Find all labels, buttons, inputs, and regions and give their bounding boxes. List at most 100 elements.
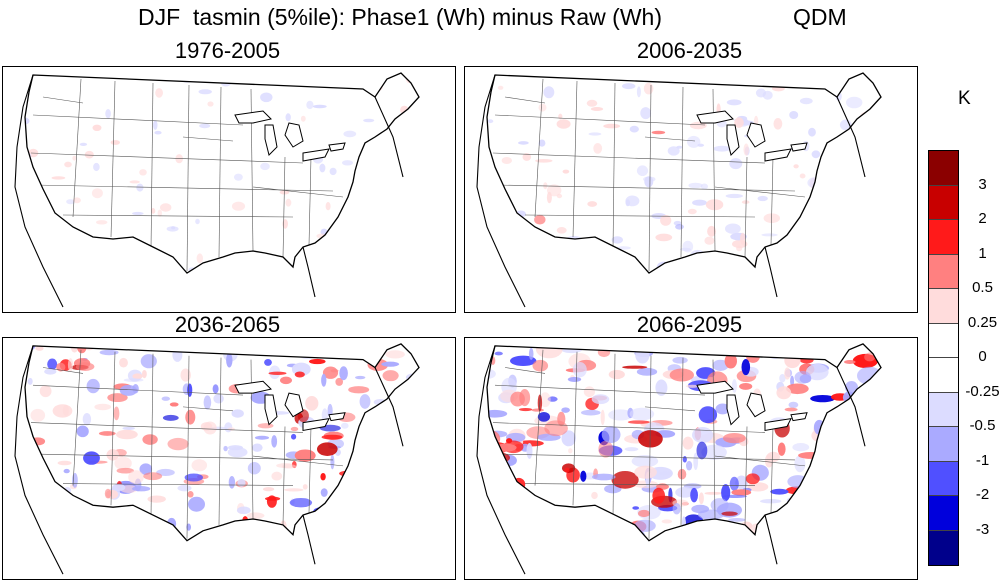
anomaly-patch <box>321 373 327 387</box>
great-lake <box>234 110 272 124</box>
anomaly-patch <box>352 486 357 498</box>
anomaly-patch <box>284 488 304 492</box>
anomaly-patch <box>848 407 860 426</box>
anomaly-patch <box>636 165 649 176</box>
anomaly-patch <box>629 125 639 133</box>
anomaly-patch <box>865 514 881 525</box>
anomaly-patch <box>713 145 731 152</box>
anomaly-patch <box>501 157 512 164</box>
anomaly-field <box>487 73 881 273</box>
anomaly-patch <box>280 376 292 385</box>
anomaly-patch <box>302 531 316 537</box>
anomaly-patch <box>30 408 46 422</box>
anomaly-patch <box>634 465 657 479</box>
anomaly-patch <box>794 455 806 473</box>
colorbar-swatch <box>929 358 958 393</box>
anomaly-patch <box>583 386 595 398</box>
anomaly-patch <box>573 246 578 256</box>
anomaly-patch <box>357 343 373 349</box>
anomaly-patch <box>547 515 568 519</box>
anomaly-patch <box>57 460 72 466</box>
anomaly-patch <box>171 226 176 230</box>
anomaly-patch <box>707 225 716 237</box>
anomaly-patch <box>747 482 769 492</box>
anomaly-patch <box>139 463 153 475</box>
anomaly-patch <box>132 211 144 216</box>
anomaly-patch <box>784 367 791 380</box>
map-svg <box>476 343 882 575</box>
state-boundary <box>62 483 294 486</box>
anomaly-patch <box>675 224 684 230</box>
anomaly-patch <box>410 343 419 353</box>
anomaly-patch <box>177 484 192 492</box>
anomaly-patch <box>78 509 85 518</box>
anomaly-patch <box>686 384 699 388</box>
anomaly-patch <box>260 162 270 171</box>
anomaly-patch <box>180 368 191 382</box>
anomaly-patch <box>560 259 574 266</box>
anomaly-patch <box>715 403 730 415</box>
state-boundary <box>308 426 312 514</box>
anomaly-patch <box>25 175 28 182</box>
anomaly-patch <box>494 443 517 452</box>
anomaly-patch <box>213 393 224 404</box>
anomaly-patch <box>846 96 863 109</box>
anomaly-patch <box>381 361 400 367</box>
anomaly-patch <box>622 365 648 369</box>
anomaly-patch <box>562 169 570 174</box>
anomaly-patch <box>846 246 863 254</box>
anomaly-patch <box>828 434 838 441</box>
anomaly-patch <box>343 260 349 270</box>
anomaly-patch <box>375 166 383 176</box>
anomaly-patch <box>760 499 782 504</box>
colorbar-swatch <box>929 530 958 565</box>
anomaly-patch <box>506 438 513 444</box>
anomaly-patch <box>712 359 729 371</box>
anomaly-patch <box>726 99 742 106</box>
colorbar-tick-label: -3 <box>975 520 990 538</box>
anomaly-patch <box>690 487 698 503</box>
anomaly-patch <box>651 130 666 135</box>
map-panel-1976-2005 <box>2 66 456 313</box>
anomaly-patch <box>226 352 233 368</box>
anomaly-patch <box>677 468 687 480</box>
anomaly-patch <box>51 176 66 180</box>
anomaly-patch <box>150 208 156 214</box>
anomaly-patch <box>521 509 534 520</box>
anomaly-patch <box>104 488 112 499</box>
anomaly-patch <box>361 468 379 478</box>
colorbar-tick-label: -0.5 <box>969 417 996 434</box>
anomaly-patch <box>723 433 746 444</box>
anomaly-patch <box>191 459 208 472</box>
anomaly-patch <box>385 350 405 359</box>
anomaly-patch <box>597 347 611 358</box>
anomaly-patch <box>693 343 718 352</box>
anomaly-patch <box>643 82 654 95</box>
anomaly-patch <box>92 124 102 131</box>
colorbar-tick-label: 0.5 <box>972 279 993 296</box>
anomaly-patch <box>188 496 205 512</box>
anomaly-patch <box>687 135 701 148</box>
anomaly-patch <box>366 493 376 507</box>
anomaly-patch <box>834 215 842 226</box>
anomaly-patch <box>592 473 616 481</box>
anomaly-patch <box>25 433 31 445</box>
anomaly-patch <box>494 351 503 356</box>
anomaly-patch <box>602 251 608 264</box>
anomaly-patch <box>105 109 111 119</box>
anomaly-patch <box>52 527 64 532</box>
anomaly-patch <box>704 236 715 245</box>
anomaly-patch <box>736 245 743 252</box>
anomaly-patch <box>636 86 641 98</box>
anomaly-patch <box>139 169 147 176</box>
great-lake <box>264 124 278 156</box>
map-svg <box>476 72 882 308</box>
anomaly-patch <box>531 500 547 512</box>
map-panel-2066-2095 <box>464 337 918 580</box>
great-lake <box>696 110 734 124</box>
anomaly-patch <box>487 368 496 380</box>
great-lake <box>328 142 346 152</box>
anomaly-patch <box>25 117 30 125</box>
anomaly-patch <box>167 437 189 451</box>
anomaly-patch <box>39 385 52 398</box>
